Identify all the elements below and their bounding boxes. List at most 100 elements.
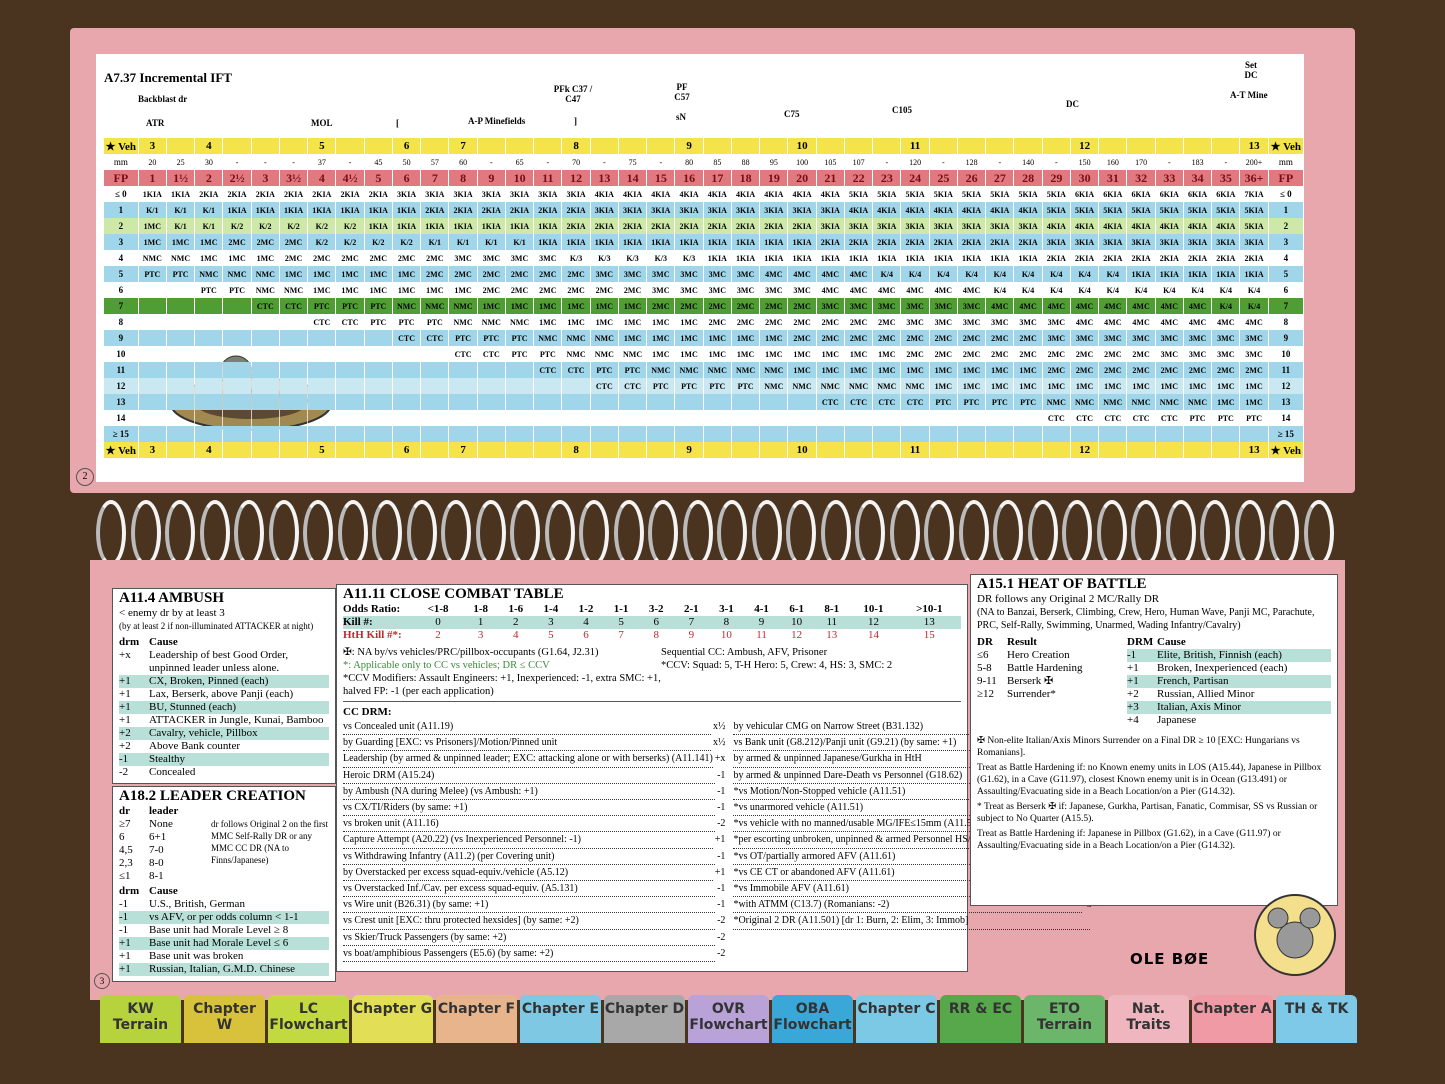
result-cell: 5KIA <box>1098 202 1128 218</box>
drm-value: -1 <box>717 883 726 895</box>
result-cell: 3KIA <box>561 186 591 202</box>
result-cell: 1MC <box>618 314 648 330</box>
col-head: Cause <box>149 636 178 648</box>
drm-text: *vs CE CT or abandoned AFV (A11.61) <box>733 865 1082 882</box>
result-cell: K/2 <box>364 234 393 250</box>
spiral-binding <box>96 495 1346 566</box>
cell <box>731 442 761 458</box>
result-cell: 2MC <box>759 298 789 314</box>
cell: 140 <box>1013 154 1043 170</box>
drm-value: x½ <box>712 737 726 749</box>
result-cell: 1KIA <box>787 250 817 266</box>
result-cell: 1KIA <box>674 234 704 250</box>
cc-row-label: Odds Ratio: <box>343 603 401 615</box>
result-cell <box>448 378 478 394</box>
cell: 11 <box>533 170 563 186</box>
result-cell: 1MC <box>646 314 676 330</box>
result-cell: 3KIA <box>1042 234 1071 250</box>
result-cell: 3MC <box>1183 330 1213 346</box>
result-cell: 2KIA <box>957 234 987 250</box>
cc-cell: 4 <box>583 616 589 628</box>
drm-text: vs Overstacked Inf./Cav. per excess squa… <box>343 881 716 898</box>
list-key: +1 <box>1127 662 1139 674</box>
cell: 8 <box>561 442 591 458</box>
result-cell <box>1239 426 1269 442</box>
cell: - <box>279 154 309 170</box>
result-cell: 4MC <box>1098 314 1128 330</box>
list-key: +1 <box>119 937 131 949</box>
list-key: 2,3 <box>119 857 133 869</box>
result-cell <box>251 394 280 410</box>
drm-row: Capture Attempt (A20.22) (vs Inexperienc… <box>343 832 725 849</box>
result-cell <box>561 410 591 426</box>
result-cell: 5KIA <box>1126 202 1156 218</box>
result-cell: 6KIA <box>1155 186 1184 202</box>
result-cell <box>138 330 167 346</box>
result-cell <box>533 378 563 394</box>
cell <box>1211 138 1241 154</box>
list-key: +1 <box>1127 675 1139 687</box>
result-cell: 1MC <box>194 250 224 266</box>
drm-row: by Overstacked per excess squad-equiv./v… <box>343 865 725 882</box>
result-cell <box>194 410 224 426</box>
list-row: 4,5 7-0 <box>119 844 209 857</box>
result-cell: 4KIA <box>787 186 817 202</box>
cc-cell: 4-1 <box>754 603 769 615</box>
result-cell: 2KIA <box>816 234 845 250</box>
result-cell: NMC <box>1126 394 1156 410</box>
result-cell: 2MC <box>1126 362 1156 378</box>
result-cell: K/4 <box>1070 282 1100 298</box>
result-cell: 1MC <box>392 266 422 282</box>
result-cell: 3MC <box>703 282 732 298</box>
ring <box>96 500 126 566</box>
cc-seq: *CCV: Squad: 5, T-H Hero: 5, Crew: 4, HS… <box>661 660 893 671</box>
cell: 32 <box>1126 170 1156 186</box>
cell: 45 <box>364 154 393 170</box>
result-cell: 1KIA <box>618 234 648 250</box>
result-cell <box>166 330 196 346</box>
cc-row: Odds Ratio: <1-8 1-8 1-6 1-4 1-2 1-1 3-2 2-1 3-1 4… <box>343 603 961 616</box>
dr-label: 11 <box>1268 362 1305 378</box>
result-cell <box>703 394 732 410</box>
cc-cell: 1 <box>477 616 484 628</box>
result-cell: 3MC <box>1098 330 1128 346</box>
result-cell: 4MC <box>985 298 1015 314</box>
list-row: +x Leadership of best Good Order, unpinne… <box>119 649 329 675</box>
result-cell <box>1211 426 1241 442</box>
result-cell: 2KIA <box>222 186 252 202</box>
ift-row: 6 PTC PTC NMC NMC 1MC 1MC 1MC 1MC 1MC 1MC 2MC 2MC 2MC… <box>104 282 1305 298</box>
cell: 60 <box>448 154 478 170</box>
drm-text: by vehicular CMG on Narrow Street (B31.1… <box>733 719 1080 736</box>
dr-label: ≥ 15 <box>104 426 139 442</box>
cell <box>618 138 648 154</box>
result-cell: 7KIA <box>1239 186 1269 202</box>
list-text: Above Bank counter <box>149 740 241 752</box>
cc-cell: 12 <box>791 629 803 641</box>
result-cell: NMC <box>590 346 619 362</box>
cell: 26 <box>957 170 987 186</box>
result-cell: 1MC <box>759 346 789 362</box>
list-key: +1 <box>119 950 131 962</box>
cell <box>335 442 365 458</box>
result-cell <box>194 378 224 394</box>
cell: 16 <box>674 170 704 186</box>
result-cell: 4MC <box>1042 298 1071 314</box>
result-cell: 3KIA <box>759 202 789 218</box>
result-cell: NMC <box>590 330 619 346</box>
result-cell: 5KIA <box>1211 202 1241 218</box>
result-cell <box>674 410 704 426</box>
hob-text: DR follows any Original 2 MC/Rally DR <box>977 593 1160 605</box>
result-cell <box>985 410 1015 426</box>
result-cell: 3KIA <box>787 202 817 218</box>
result-cell: 3MC <box>674 266 704 282</box>
result-cell: 1MC <box>138 218 167 234</box>
result-cell: 2MC <box>251 234 280 250</box>
result-cell <box>364 330 393 346</box>
result-cell: K/4 <box>1211 298 1241 314</box>
result-cell <box>307 394 337 410</box>
result-cell: 1MC <box>364 282 393 298</box>
cc-cell: 10 <box>791 616 803 628</box>
col-head: DRM <box>1127 636 1154 648</box>
result-cell: 3KIA <box>1013 218 1043 234</box>
result-cell: PTC <box>703 378 732 394</box>
